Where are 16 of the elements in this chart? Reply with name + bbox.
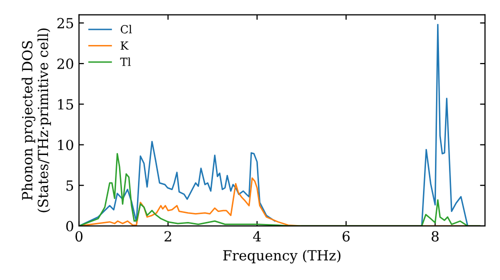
x-axis-title: Frequency (THz) (223, 250, 340, 264)
y-tick-label: 15 (58, 99, 74, 110)
legend-label: Tl (120, 57, 131, 66)
x-tick-label: 2 (164, 231, 172, 242)
x-tick-label: 8 (432, 231, 439, 242)
y-tick-label: 20 (57, 58, 74, 70)
y-tick-label: 0 (66, 220, 74, 232)
y-axis-title: Phonon projected DOS (States/THz·primitive cell) (22, 28, 51, 212)
x-tick-label: 0 (75, 231, 82, 242)
y-tick-label: 25 (57, 18, 74, 28)
legend-label: K (120, 41, 129, 50)
legend-label: Cl (120, 24, 132, 34)
y-tick-label: 5 (66, 180, 74, 191)
y-tick-label: 10 (58, 140, 74, 150)
x-tick-label: 4 (253, 231, 261, 242)
x-tick-label: 6 (342, 231, 350, 242)
